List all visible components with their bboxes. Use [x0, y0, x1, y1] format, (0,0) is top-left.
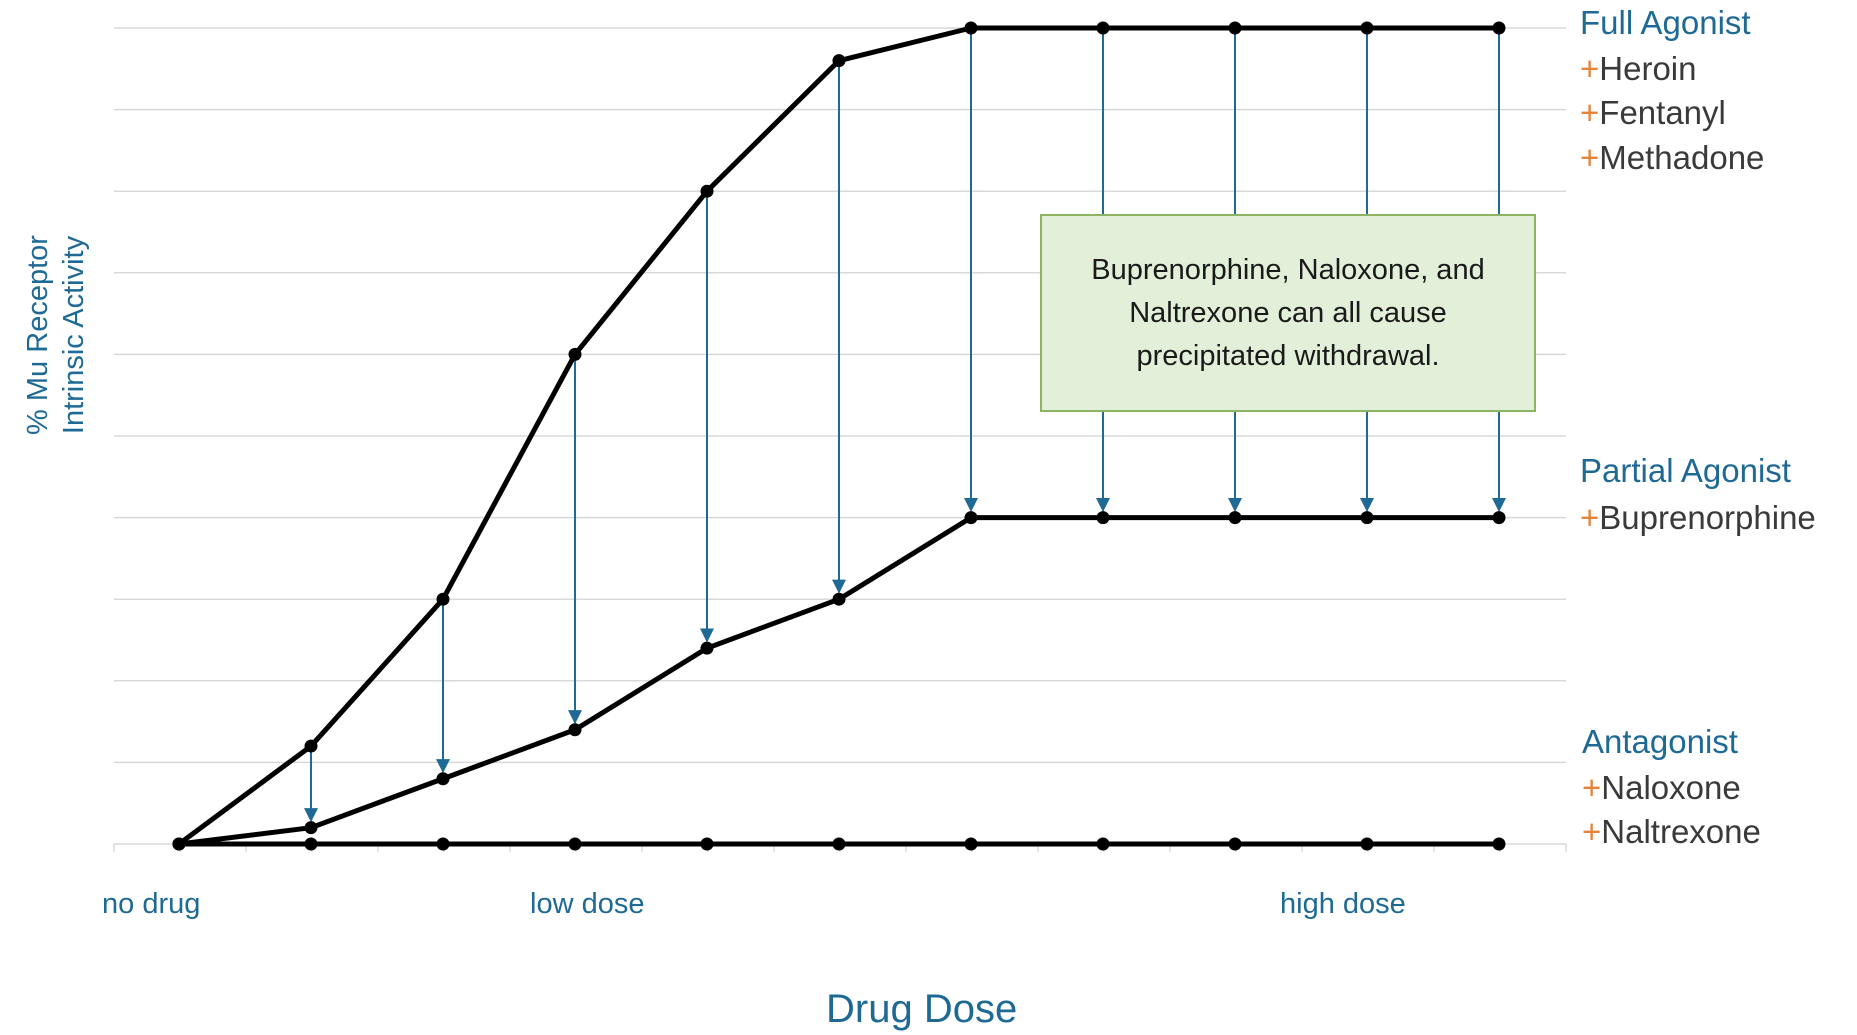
- antagonist-point: [832, 837, 846, 851]
- drug-name: Methadone: [1599, 139, 1765, 176]
- partial-agonist-point: [1228, 511, 1242, 525]
- antagonist-point: [700, 837, 714, 851]
- antagonist-title: Antagonist: [1582, 723, 1738, 760]
- antagonist-point: [1228, 837, 1242, 851]
- plus-icon: +: [1580, 139, 1600, 176]
- full-agonist-point: [832, 54, 846, 68]
- full-agonist-point: [700, 184, 714, 198]
- full-agonist-point: [1360, 21, 1374, 35]
- y-axis-label: % Mu Receptor Intrinsic Activity: [20, 135, 92, 535]
- y-axis-label-line-1: % Mu Receptor: [22, 235, 54, 435]
- partial-agonist-point: [304, 821, 318, 835]
- full-agonist-point: [568, 347, 582, 361]
- plus-icon: +: [1580, 499, 1600, 536]
- drug-name: Fentanyl: [1599, 94, 1726, 131]
- legend-item-methadone: +Methadone: [1580, 139, 1764, 177]
- plus-icon: +: [1582, 769, 1602, 806]
- full-agonist-point: [1096, 21, 1110, 35]
- antagonist-point: [1492, 837, 1506, 851]
- x-tick-label-low-dose: low dose: [530, 888, 645, 920]
- legend-item-naloxone: +Naloxone: [1582, 769, 1741, 807]
- partial-agonist-point: [1096, 511, 1110, 525]
- antagonist-point: [172, 837, 186, 851]
- x-axis-label: Drug Dose: [826, 987, 1018, 1031]
- partial-agonist-title: Partial Agonist: [1580, 452, 1791, 489]
- legend-item-fentanyl: +Fentanyl: [1580, 94, 1726, 132]
- plus-icon: +: [1580, 94, 1600, 131]
- legend-item-heroin: +Heroin: [1580, 50, 1697, 88]
- full-agonist-title: Full Agonist: [1580, 4, 1751, 41]
- partial-agonist-point: [832, 592, 846, 606]
- antagonist-point: [1096, 837, 1110, 851]
- withdrawal-callout: Buprenorphine, Naloxone, and Naltrexone …: [1040, 214, 1536, 412]
- partial-agonist-point: [568, 723, 582, 737]
- antagonist-point: [1360, 837, 1374, 851]
- plus-icon: +: [1580, 50, 1600, 87]
- partial-agonist-point: [436, 772, 450, 786]
- x-tick-label-high-dose: high dose: [1280, 888, 1406, 920]
- full-agonist-point: [1492, 21, 1506, 35]
- drug-name: Naloxone: [1601, 769, 1741, 806]
- drug-name: Buprenorphine: [1599, 499, 1816, 536]
- callout-text: Buprenorphine, Naloxone, and Naltrexone …: [1091, 253, 1485, 372]
- x-tick-label-no-drug: no drug: [102, 888, 201, 920]
- full-agonist-point: [436, 592, 450, 606]
- plus-icon: +: [1582, 813, 1602, 850]
- partial-agonist-point: [1492, 511, 1506, 525]
- drug-name: Heroin: [1599, 50, 1697, 87]
- data-points: [172, 21, 1506, 851]
- y-axis-label-line-2: Intrinsic Activity: [58, 235, 90, 435]
- legend-item-naltrexone: +Naltrexone: [1582, 813, 1761, 851]
- antagonist-point: [304, 837, 318, 851]
- partial-agonist-point: [700, 641, 714, 655]
- legend-item-buprenorphine: +Buprenorphine: [1580, 499, 1816, 537]
- full-agonist-point: [304, 739, 318, 753]
- partial-agonist-point: [1360, 511, 1374, 525]
- full-agonist-point: [1228, 21, 1242, 35]
- drug-name: Naltrexone: [1601, 813, 1761, 850]
- antagonist-point: [436, 837, 450, 851]
- antagonist-point: [964, 837, 978, 851]
- full-agonist-point: [964, 21, 978, 35]
- partial-agonist-point: [964, 511, 978, 525]
- arrows: [304, 34, 1506, 823]
- antagonist-point: [568, 837, 582, 851]
